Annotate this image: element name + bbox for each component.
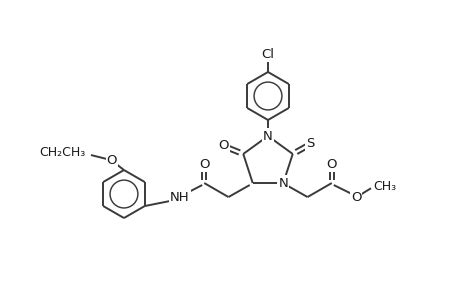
Text: O: O [106,154,117,166]
Text: CH₃: CH₃ [373,180,396,193]
Text: N: N [263,130,272,142]
Text: Cl: Cl [261,47,274,61]
Text: CH₂CH₃: CH₂CH₃ [39,146,86,158]
Text: O: O [350,190,360,203]
Text: O: O [199,158,209,170]
Text: O: O [326,158,336,170]
Text: O: O [218,140,228,152]
Text: N: N [278,176,287,190]
Text: NH: NH [170,190,190,203]
Text: S: S [306,137,314,151]
